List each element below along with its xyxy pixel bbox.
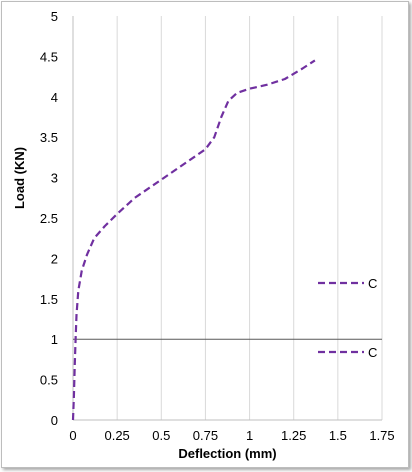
y-tick-label: 2.5 (40, 211, 58, 226)
x-tick-labels: 0 0.25 0.5 0.75 1 1.25 1.5 1.75 (69, 428, 394, 443)
x-tick-label: 1 (246, 428, 253, 443)
y-tick-label: 1.5 (40, 292, 58, 307)
x-tick-label: 1.5 (329, 428, 347, 443)
y-tick-labels: 1.5 2 2.5 3 3.5 4 4.5 5 (40, 9, 58, 307)
x-tick-label: 0.25 (104, 428, 129, 443)
series-line-c (71, 59, 316, 421)
axes (72, 16, 382, 421)
series-layer (71, 59, 316, 421)
x-tick-label: 0.75 (193, 428, 218, 443)
y-axis-title: Load (KN) (12, 147, 27, 209)
y-tick-label: 4.5 (40, 49, 58, 64)
y-tick-label: 3.5 (40, 130, 58, 145)
overlay-tick-label: 0.5 (40, 373, 58, 388)
y-tick-label: 2 (51, 251, 58, 266)
legend-label: C (368, 345, 377, 360)
x-tick-label: 0.5 (152, 428, 170, 443)
grid-lines (116, 16, 383, 420)
x-tick-label: 1.25 (281, 428, 306, 443)
y-tick-label: 3 (51, 171, 58, 186)
overlay-layer: 10.50 (40, 332, 382, 428)
x-axis-title: Deflection (mm) (178, 446, 276, 461)
overlay-tick-label: 1 (51, 332, 58, 347)
chart-frame: 0 0.25 0.5 0.75 1 1.25 1.5 1.75 1.5 2 2.5 3 3.5 4 4.5… (1, 1, 409, 468)
overlay-tick-label: 0 (51, 413, 58, 428)
legend-label: C (368, 276, 377, 291)
x-tick-label: 1.75 (369, 428, 394, 443)
x-tick-label: 0 (69, 428, 76, 443)
legend: CC (318, 276, 377, 360)
y-tick-label: 5 (51, 9, 58, 24)
y-tick-label: 4 (51, 90, 58, 105)
